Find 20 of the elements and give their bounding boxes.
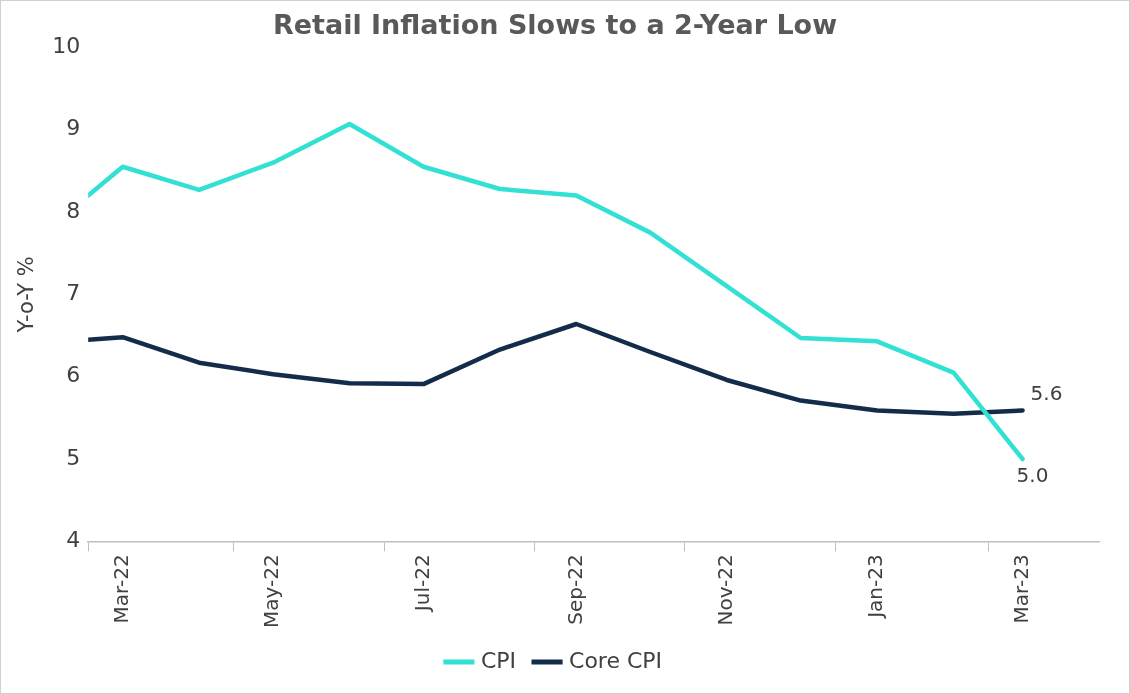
y-tick-label: 9	[66, 115, 81, 141]
x-tick-label: Mar-22	[108, 554, 133, 624]
y-tick-label: 5	[66, 444, 81, 470]
x-tick-label: Mar-23	[1008, 554, 1033, 624]
data-label: 5.0	[1016, 463, 1049, 488]
y-tick-label: 6	[66, 362, 81, 388]
y-tick-label: 8	[66, 197, 81, 223]
y-axis-title: Y-o-Y %	[14, 256, 39, 334]
chart-title: Retail Inflation Slows to a 2-Year Low	[272, 9, 838, 41]
y-tick-label: 10	[52, 33, 81, 59]
y-tick-label: 4	[66, 527, 81, 553]
x-tick-label: Jan-23	[863, 554, 888, 620]
y-tick-label: 7	[66, 280, 81, 306]
x-tick-label: Nov-22	[712, 554, 737, 626]
x-tick-label: May-22	[259, 554, 284, 629]
legend-label: CPI	[480, 647, 517, 673]
x-tick-label: Sep-22	[562, 554, 587, 625]
legend-label: Core CPI	[569, 647, 663, 673]
x-tick-label: Jul-22	[409, 554, 434, 614]
data-label: 5.6	[1030, 380, 1063, 405]
